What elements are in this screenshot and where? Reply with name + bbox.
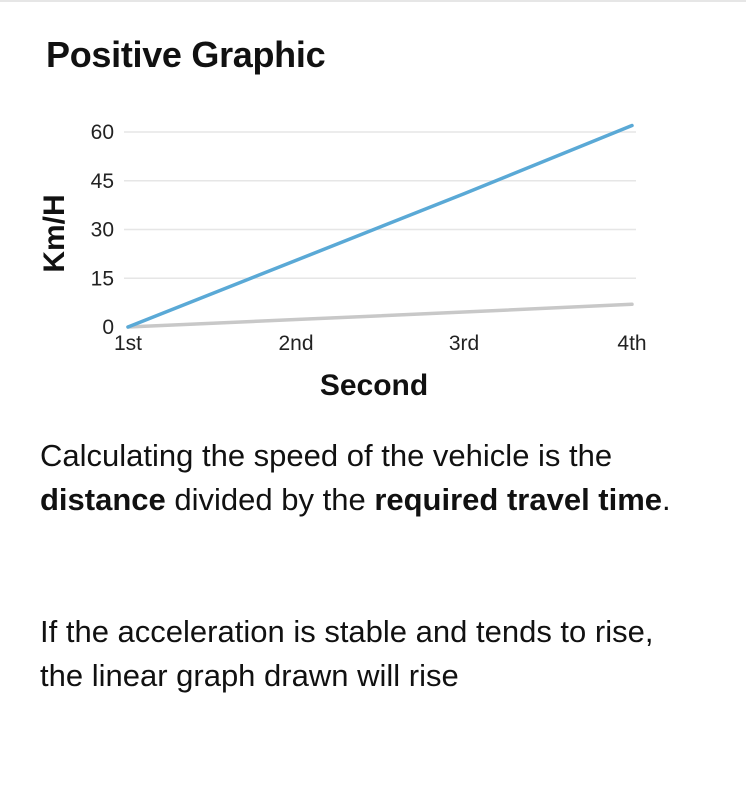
x-tick-labels: 1st 2nd 3rd 4th bbox=[114, 332, 647, 355]
y-tick-label: 45 bbox=[91, 170, 114, 193]
description-bold-travel-time: required travel time bbox=[374, 482, 663, 517]
description-text: divided by the bbox=[165, 482, 375, 517]
chart-grid bbox=[124, 131, 636, 279]
series-line bbox=[126, 302, 634, 329]
line-chart: 0 15 30 45 60 1st 2nd 3rd 4th Km/H Second bbox=[38, 121, 647, 402]
y-tick-labels: 0 15 30 45 60 bbox=[91, 121, 114, 339]
x-axis-title: Second bbox=[320, 369, 428, 402]
description-paragraph-1: Calculating the speed of the vehicle is … bbox=[40, 434, 700, 522]
y-tick-label: 60 bbox=[91, 121, 114, 144]
description-text: . bbox=[662, 482, 671, 517]
description-text: Calculating the speed of the vehicle is … bbox=[40, 438, 613, 473]
x-tick-label: 1st bbox=[114, 332, 142, 355]
y-tick-label: 30 bbox=[91, 219, 114, 242]
description-bold-distance: distance bbox=[40, 482, 166, 517]
top-divider bbox=[0, 0, 746, 2]
y-tick-label: 0 bbox=[102, 316, 114, 339]
chart-series bbox=[126, 123, 634, 329]
x-tick-label: 2nd bbox=[278, 332, 313, 355]
y-tick-label: 15 bbox=[91, 267, 114, 290]
x-tick-label: 4th bbox=[617, 332, 646, 355]
card-title: Positive Graphic bbox=[46, 34, 326, 75]
series-line bbox=[126, 123, 634, 329]
y-axis-title: Km/H bbox=[38, 194, 71, 272]
description-paragraph-2: If the acceleration is stable and tends … bbox=[40, 614, 654, 693]
x-tick-label: 3rd bbox=[449, 332, 479, 355]
